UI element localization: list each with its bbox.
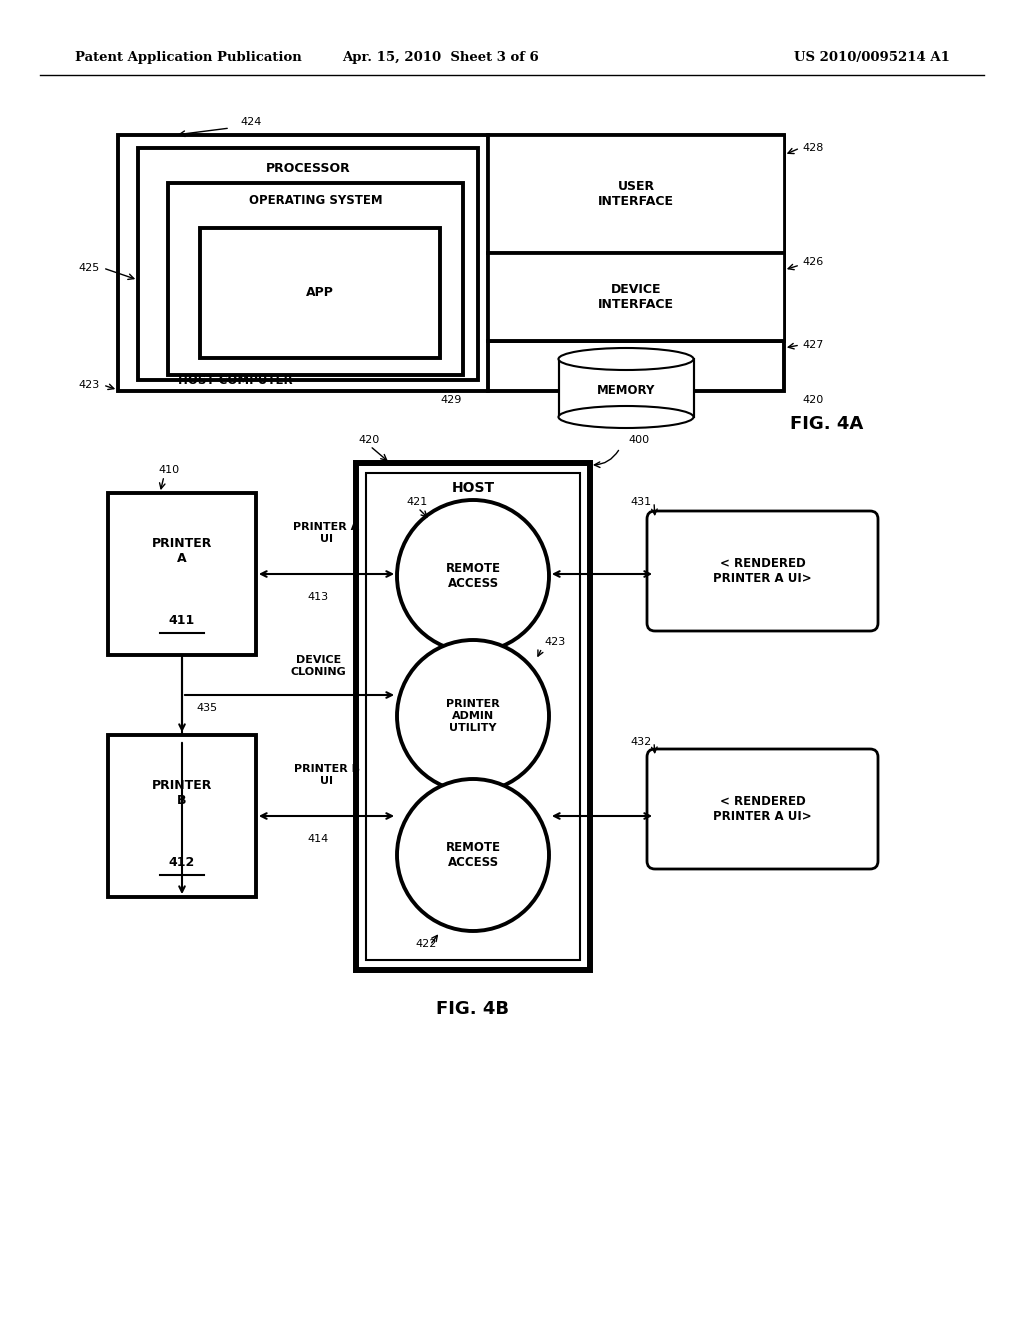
Text: MEMORY: MEMORY <box>597 384 655 397</box>
Bar <box>200 228 440 358</box>
Text: 414: 414 <box>308 834 329 843</box>
Text: 412: 412 <box>169 857 196 870</box>
Text: 423: 423 <box>544 638 565 647</box>
FancyBboxPatch shape <box>647 748 878 869</box>
Text: HOST: HOST <box>452 480 495 495</box>
Text: 420: 420 <box>358 436 379 445</box>
Circle shape <box>397 779 549 931</box>
Text: 432: 432 <box>631 737 652 747</box>
Text: 422: 422 <box>415 939 436 949</box>
Text: REMOTE
ACCESS: REMOTE ACCESS <box>445 562 501 590</box>
Text: 429: 429 <box>440 395 462 405</box>
Text: PRINTER
B: PRINTER B <box>152 779 212 807</box>
Bar <box>118 135 784 391</box>
Text: 400: 400 <box>628 436 649 445</box>
Text: 431: 431 <box>631 498 652 507</box>
Text: FIG. 4B: FIG. 4B <box>436 1001 510 1018</box>
Text: 423: 423 <box>79 380 100 389</box>
Text: 435: 435 <box>196 704 217 713</box>
Text: PRINTER
A: PRINTER A <box>152 537 212 565</box>
Text: DEVICE
CLONING: DEVICE CLONING <box>291 656 346 677</box>
Text: < RENDERED
PRINTER A UI>: < RENDERED PRINTER A UI> <box>713 557 812 585</box>
Text: 411: 411 <box>169 615 196 627</box>
Text: FIG. 4A: FIG. 4A <box>790 414 863 433</box>
Text: PROCESSOR: PROCESSOR <box>265 161 350 174</box>
Text: 420: 420 <box>802 395 823 405</box>
Bar <box>356 463 590 970</box>
Text: OPERATING SYSTEM: OPERATING SYSTEM <box>249 194 382 206</box>
Text: REMOTE
ACCESS: REMOTE ACCESS <box>445 841 501 869</box>
Text: PRINTER B
UI: PRINTER B UI <box>294 764 359 785</box>
Circle shape <box>397 640 549 792</box>
Text: USER
INTERFACE: USER INTERFACE <box>598 180 674 209</box>
Bar <box>558 359 693 417</box>
Bar <box>108 492 256 655</box>
Text: 425: 425 <box>79 263 100 273</box>
Text: 424: 424 <box>240 117 261 127</box>
Text: DEVICE
INTERFACE: DEVICE INTERFACE <box>598 282 674 312</box>
Circle shape <box>397 500 549 652</box>
Bar <box>108 735 256 898</box>
Text: APP: APP <box>306 286 334 300</box>
Text: < RENDERED
PRINTER A UI>: < RENDERED PRINTER A UI> <box>713 795 812 822</box>
Text: HOST COMPUTER: HOST COMPUTER <box>178 375 293 388</box>
Text: 413: 413 <box>308 591 329 602</box>
Ellipse shape <box>558 348 693 370</box>
Text: US 2010/0095214 A1: US 2010/0095214 A1 <box>795 51 950 65</box>
Bar <box>366 473 580 960</box>
Text: PRINTER A
UI: PRINTER A UI <box>293 523 359 544</box>
Bar <box>488 253 784 341</box>
Text: 427: 427 <box>802 341 823 350</box>
Text: Patent Application Publication: Patent Application Publication <box>75 51 302 65</box>
Text: 428: 428 <box>802 143 823 153</box>
Bar <box>488 135 784 253</box>
Bar <box>168 183 463 375</box>
Text: 421: 421 <box>406 498 427 507</box>
Bar <box>138 148 478 380</box>
Text: PRINTER
ADMIN
UTILITY: PRINTER ADMIN UTILITY <box>446 700 500 733</box>
Text: 426: 426 <box>802 257 823 267</box>
Ellipse shape <box>558 407 693 428</box>
Text: Apr. 15, 2010  Sheet 3 of 6: Apr. 15, 2010 Sheet 3 of 6 <box>342 51 539 65</box>
Text: 410: 410 <box>158 465 179 475</box>
FancyBboxPatch shape <box>647 511 878 631</box>
